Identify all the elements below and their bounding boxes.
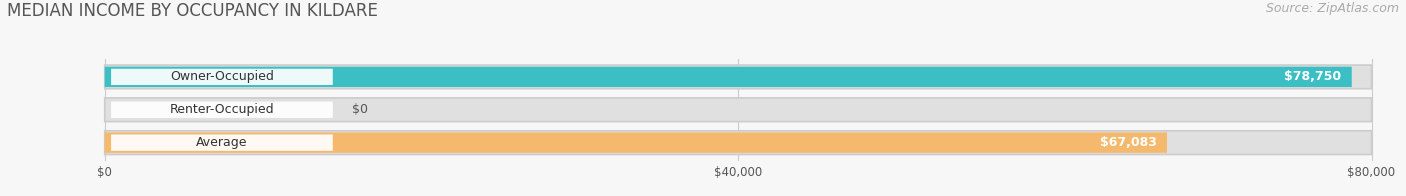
FancyBboxPatch shape bbox=[105, 132, 1167, 153]
Text: $67,083: $67,083 bbox=[1099, 136, 1157, 149]
FancyBboxPatch shape bbox=[105, 67, 1351, 87]
FancyBboxPatch shape bbox=[111, 134, 333, 151]
FancyBboxPatch shape bbox=[105, 131, 1371, 154]
FancyBboxPatch shape bbox=[111, 69, 333, 85]
Text: MEDIAN INCOME BY OCCUPANCY IN KILDARE: MEDIAN INCOME BY OCCUPANCY IN KILDARE bbox=[7, 2, 378, 20]
Text: $78,750: $78,750 bbox=[1285, 70, 1341, 83]
Text: Owner-Occupied: Owner-Occupied bbox=[170, 70, 274, 83]
Text: $0: $0 bbox=[352, 103, 368, 116]
Text: Source: ZipAtlas.com: Source: ZipAtlas.com bbox=[1265, 2, 1399, 15]
Text: Average: Average bbox=[197, 136, 247, 149]
FancyBboxPatch shape bbox=[105, 98, 1371, 122]
FancyBboxPatch shape bbox=[105, 65, 1371, 89]
FancyBboxPatch shape bbox=[111, 102, 333, 118]
Text: Renter-Occupied: Renter-Occupied bbox=[170, 103, 274, 116]
